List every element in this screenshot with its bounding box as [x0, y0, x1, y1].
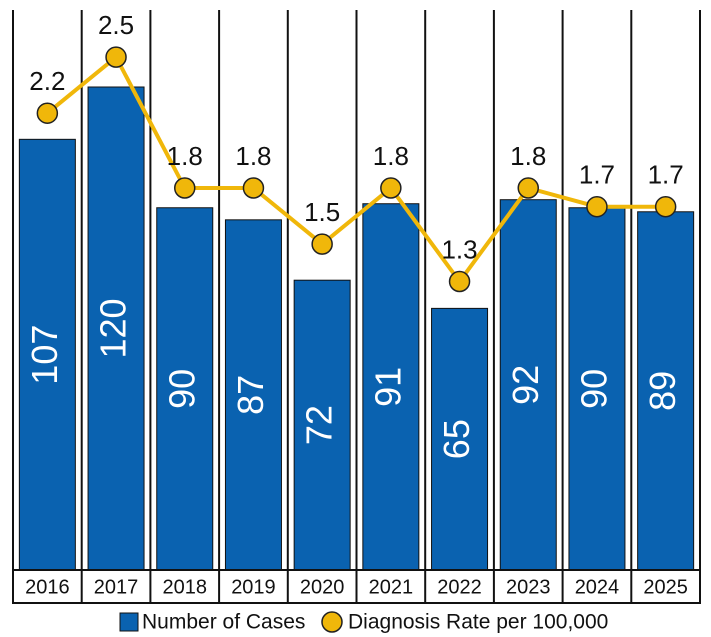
rate-value-label: 1.8 — [235, 141, 271, 171]
rate-marker — [380, 177, 402, 199]
rate-value-label: 1.5 — [304, 197, 340, 227]
bar — [637, 211, 695, 571]
legend-label: Diagnosis Rate per 100,000 — [348, 611, 608, 634]
rate-marker — [174, 177, 196, 199]
legend-label: Number of Cases — [142, 611, 305, 634]
x-tick-label: 2025 — [643, 576, 688, 598]
bar — [499, 199, 557, 571]
bar-value-label: 65 — [436, 419, 477, 459]
rate-line — [46, 54, 666, 285]
bar-value-label: 91 — [367, 367, 408, 407]
bar-value-label: 92 — [505, 365, 546, 405]
x-tick-label: 2024 — [575, 576, 620, 598]
rate-marker — [36, 102, 59, 124]
rate-value-label: 1.3 — [441, 234, 477, 264]
bar-value-label: 90 — [161, 369, 202, 409]
rate-marker — [517, 177, 539, 199]
x-tick-label: 2020 — [300, 576, 345, 598]
category-row — [12, 569, 701, 604]
rate-marker — [586, 195, 608, 218]
x-tick-label: 2016 — [25, 576, 70, 598]
rate-marker — [242, 177, 265, 199]
bar — [568, 207, 626, 571]
bar — [18, 138, 76, 571]
rate-value-label: 1.8 — [510, 141, 546, 171]
rate-marker — [448, 270, 471, 293]
rate-value-label: 1.7 — [648, 160, 684, 190]
bar-value-label: 87 — [230, 375, 271, 415]
bar — [224, 219, 282, 571]
bar-value-label: 72 — [299, 405, 340, 445]
rate-value-label: 2.5 — [98, 10, 134, 40]
rate-marker — [105, 46, 127, 68]
rate-value-label: 1.7 — [579, 160, 615, 190]
bar — [87, 86, 145, 571]
x-tick-label: 2023 — [506, 576, 551, 598]
bar — [293, 279, 351, 571]
x-tick-label: 2019 — [231, 576, 276, 598]
legend-swatch — [119, 612, 139, 632]
bar-value-label: 90 — [573, 369, 614, 409]
rate-value-label: 2.2 — [29, 66, 65, 96]
rate-value-label: 1.8 — [373, 141, 409, 171]
x-tick-label: 2017 — [94, 576, 139, 598]
bar-value-label: 120 — [93, 298, 134, 358]
bar-value-label: 107 — [24, 325, 65, 385]
bar — [362, 203, 420, 571]
x-tick-label: 2021 — [369, 576, 414, 598]
legend-marker — [321, 611, 343, 633]
bar — [431, 307, 489, 571]
x-tick-label: 2022 — [437, 576, 482, 598]
rate-value-label: 1.8 — [167, 141, 203, 171]
bar-value-label: 89 — [642, 371, 683, 411]
bar — [156, 207, 214, 571]
rate-marker — [654, 195, 677, 218]
x-tick-label: 2018 — [163, 576, 208, 598]
rate-marker — [311, 233, 333, 255]
